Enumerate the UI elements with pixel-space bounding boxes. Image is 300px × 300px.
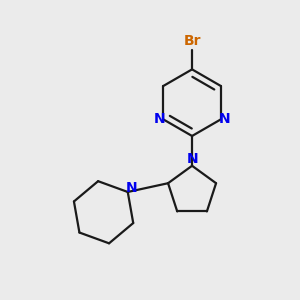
Text: N: N (125, 181, 137, 195)
Text: Br: Br (183, 34, 201, 48)
Text: N: N (154, 112, 166, 126)
Text: N: N (186, 152, 198, 167)
Text: N: N (219, 112, 230, 126)
